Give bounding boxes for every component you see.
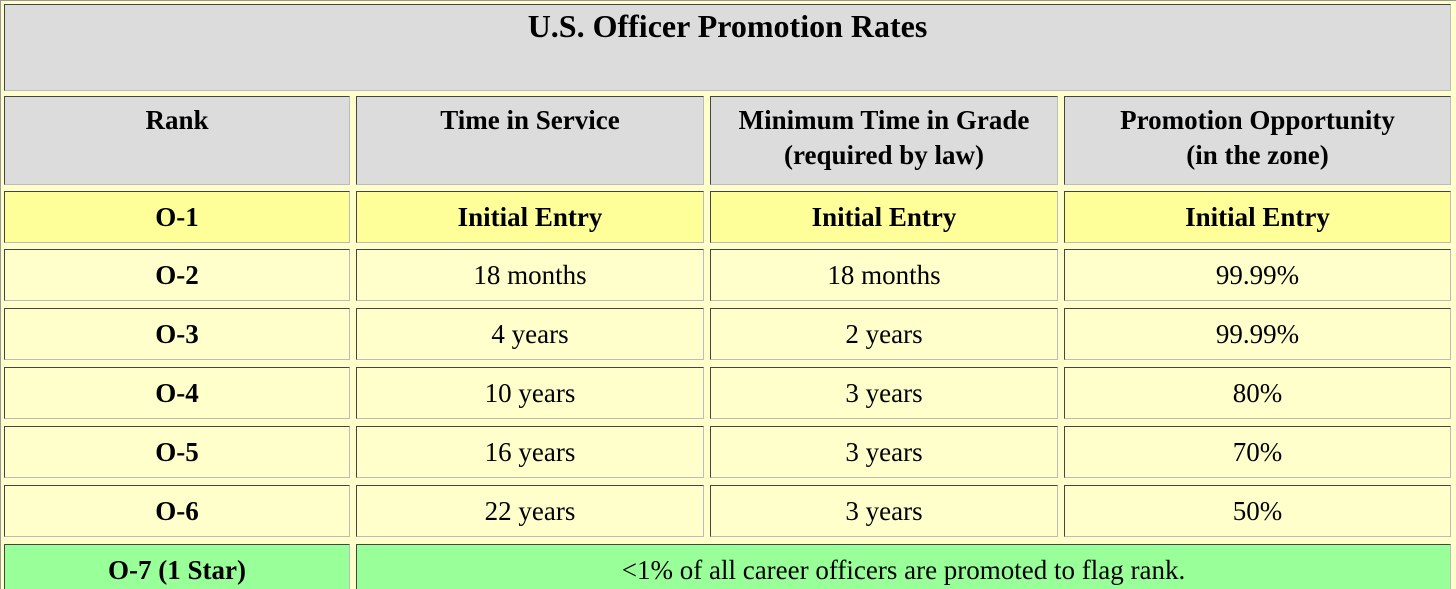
cell-text: 3 years [845, 436, 923, 467]
table-cell: 50% [1064, 485, 1451, 537]
cell-text: 99.99% [1215, 259, 1300, 290]
cell-text: Initial Entry [1185, 201, 1330, 232]
table-cell: 3 years [710, 485, 1058, 537]
cell-text: O-7 (1 Star) [108, 554, 246, 585]
cell-text: 80% [1232, 377, 1283, 408]
table-cell: <1% of all career officers are promoted … [356, 544, 1451, 589]
table-cell: 3 years [710, 426, 1058, 478]
header-cell: Minimum Time in Grade (required by law) [710, 96, 1058, 185]
cell-text: 4 years [491, 318, 569, 349]
table-cell: 4 years [356, 308, 704, 360]
cell-text: O-5 [155, 436, 199, 467]
table-cell: 99.99% [1064, 249, 1451, 301]
cell-text: O-1 [155, 201, 199, 232]
table-cell: O-2 [4, 249, 350, 301]
table-cell: 2 years [710, 308, 1058, 360]
table-cell: O-5 [4, 426, 350, 478]
table-cell: 70% [1064, 426, 1451, 478]
header-cell: Rank [4, 96, 350, 185]
table-cell: O-4 [4, 367, 350, 419]
cell-text: 16 years [484, 436, 576, 467]
cell-text: O-4 [155, 377, 199, 408]
table-cell: Initial Entry [710, 191, 1058, 243]
cell-text: O-3 [155, 318, 199, 349]
header-text: Rank [145, 105, 209, 135]
cell-text: Initial Entry [457, 201, 603, 232]
table-cell: 3 years [710, 367, 1058, 419]
cell-text: 10 years [484, 377, 576, 408]
table-cell: 18 months [710, 249, 1058, 301]
header-text: (required by law) [783, 140, 984, 170]
cell-text: 3 years [845, 377, 923, 408]
table-cell: O-7 (1 Star) [4, 544, 350, 589]
cell-text: O-2 [155, 259, 199, 290]
table-cell: Initial Entry [356, 191, 704, 243]
title-cell: U.S. Officer Promotion Rates [4, 4, 1451, 91]
table-cell: 99.99% [1064, 308, 1451, 360]
title: U.S. Officer Promotion Rates [527, 8, 928, 44]
cell-text: 22 years [484, 495, 576, 526]
cell-text: O-6 [155, 495, 199, 526]
table-cell: O-3 [4, 308, 350, 360]
cell-text: 3 years [845, 495, 923, 526]
table-cell: 22 years [356, 485, 704, 537]
table-cell: O-6 [4, 485, 350, 537]
cell-text: 99.99% [1215, 318, 1300, 349]
table-cell: 80% [1064, 367, 1451, 419]
header-cell: Time in Service [356, 96, 704, 185]
table-cell: 16 years [356, 426, 704, 478]
header-text: Time in Service [440, 105, 620, 135]
table-cell: Initial Entry [1064, 191, 1451, 243]
table-cell: 18 months [356, 249, 704, 301]
cell-text: Initial Entry [811, 201, 957, 232]
cell-text: 18 months [473, 259, 587, 290]
header-text: (in the zone) [1186, 140, 1329, 170]
cell-text: 18 months [827, 259, 941, 290]
header-text: Promotion Opportunity [1120, 105, 1395, 135]
cell-text: 2 years [845, 318, 923, 349]
table-cell: O-1 [4, 191, 350, 243]
header-text: Minimum Time in Grade [738, 105, 1030, 135]
cell-text: <1% of all career officers are promoted … [621, 554, 1186, 585]
table-cell: 10 years [356, 367, 704, 419]
cell-text: 70% [1232, 436, 1283, 467]
header-cell: Promotion Opportunity (in the zone) [1064, 96, 1451, 185]
cell-text: 50% [1232, 495, 1283, 526]
